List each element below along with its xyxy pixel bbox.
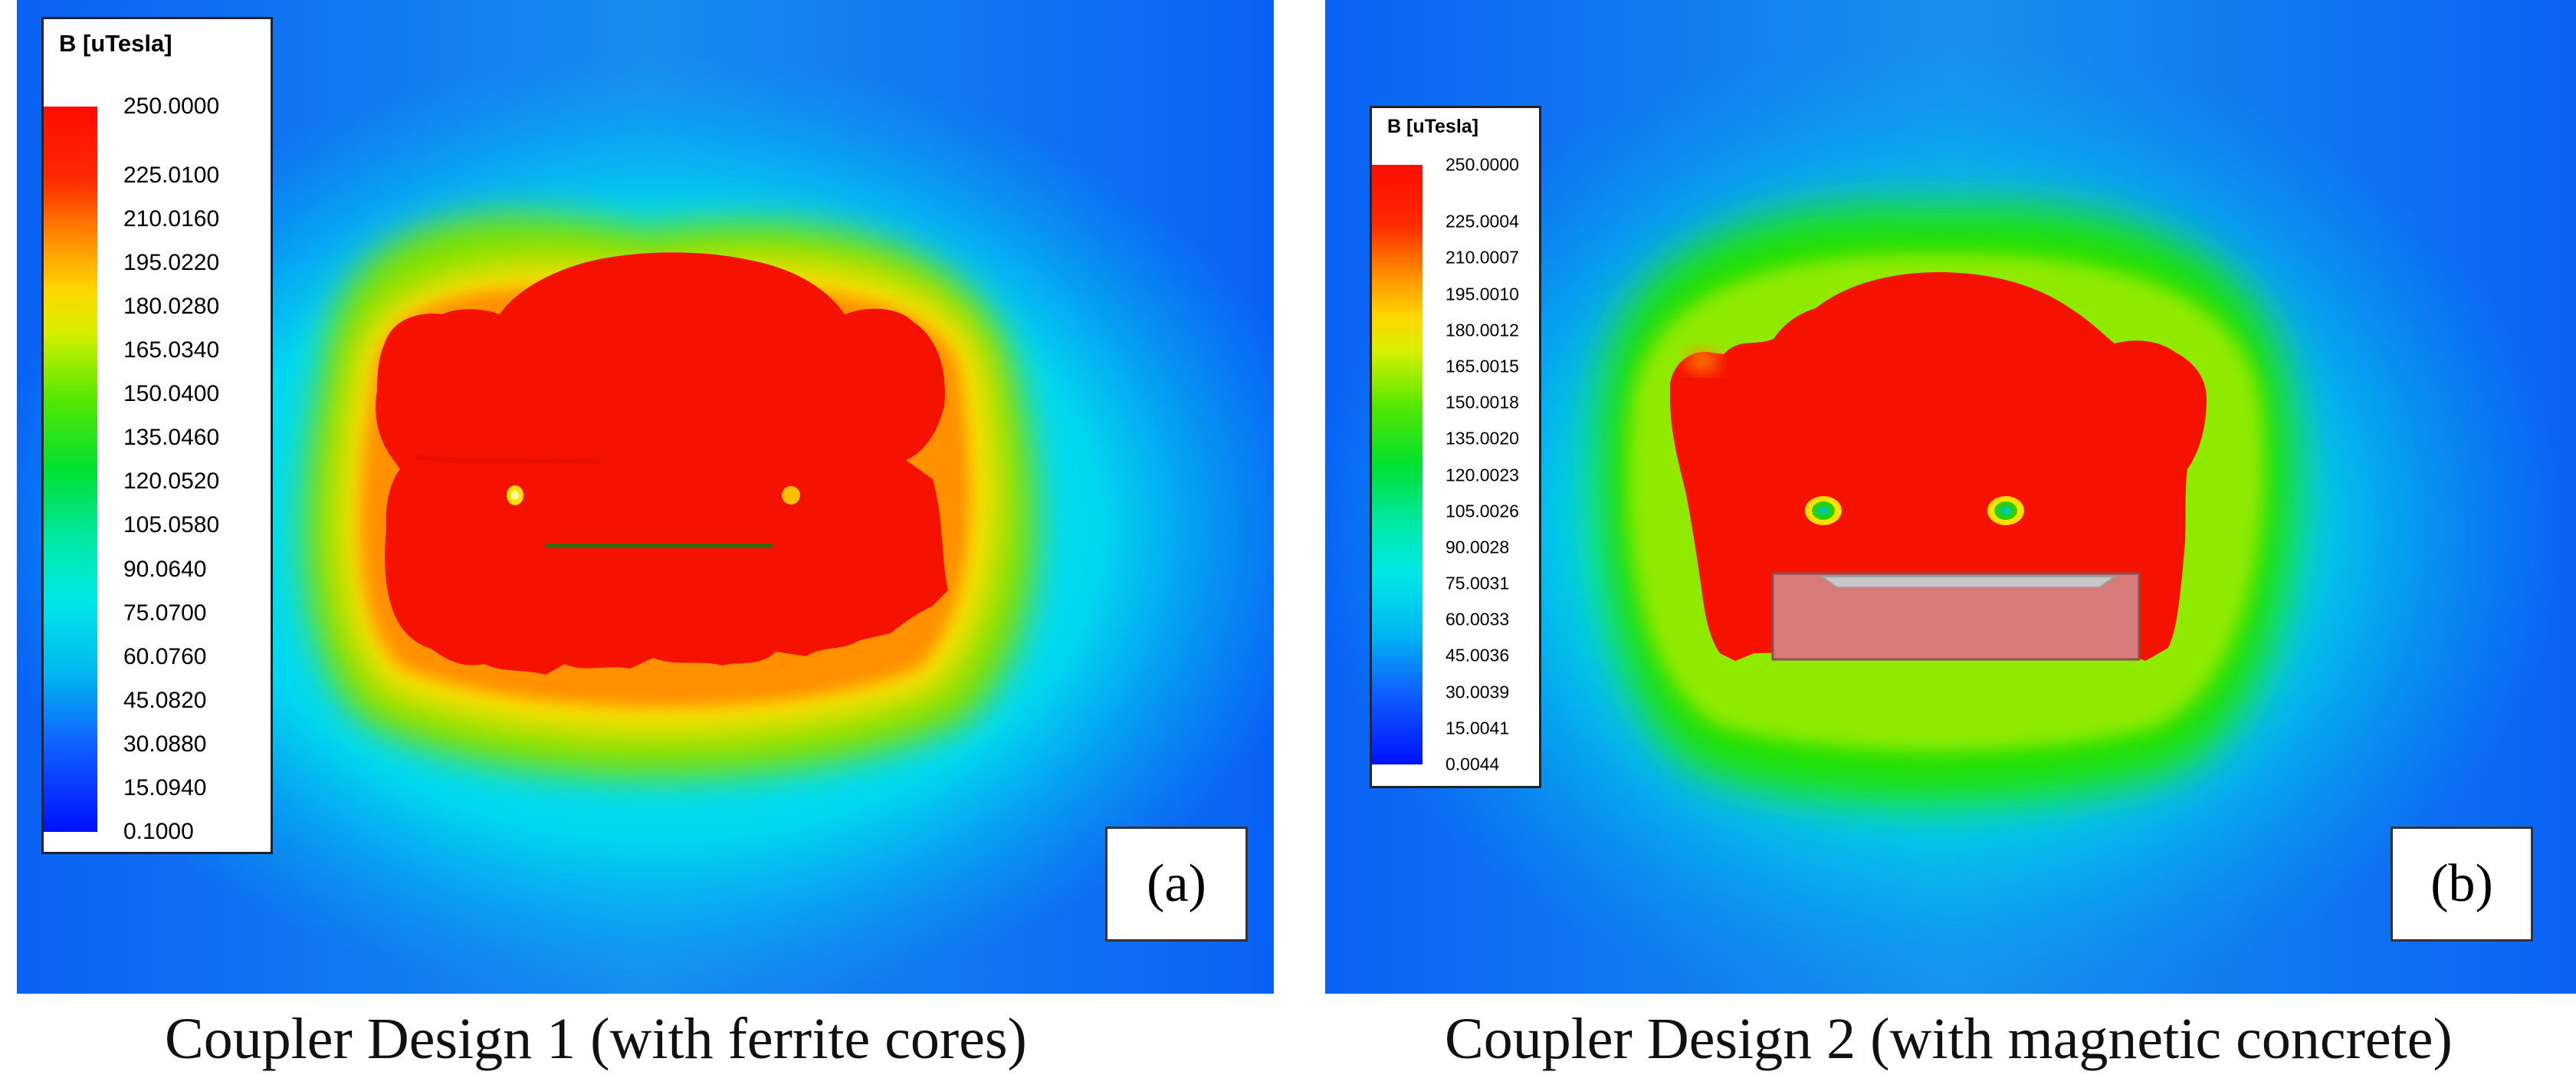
- legend-title: B [uTesla]: [1387, 116, 1478, 137]
- legend-tick-label: 195.0010: [1446, 284, 1519, 304]
- spot-left: [1805, 496, 1842, 525]
- spot-right: [1987, 496, 2024, 525]
- legend-tick-label: 15.0940: [123, 774, 207, 800]
- field-plot-design-1: B [uTesla] 250.: [17, 0, 1274, 994]
- colorbar-b: [1372, 165, 1423, 764]
- legend-tick-label: 225.0004: [1446, 211, 1519, 232]
- colorbar-a: [44, 107, 97, 832]
- legend-tick-label: 45.0036: [1446, 645, 1510, 666]
- legend-tick-label: 15.0041: [1446, 718, 1510, 738]
- tick-labels-a: 250.0000 225.0100 210.0160 195.0220 180.0280…: [123, 94, 269, 844]
- legend-tick-label: 90.0028: [1446, 537, 1510, 557]
- legend-tick-label: 210.0007: [1446, 247, 1519, 268]
- colorbar-legend-a: B [uTesla] 250.: [41, 17, 273, 854]
- colorbar-legend-b: B [uTesla] 250.: [1370, 106, 1541, 788]
- legend-tick-label: 150.0400: [123, 381, 220, 407]
- legend-tick-label: 75.0700: [123, 600, 207, 626]
- legend-tick-label: 135.0460: [123, 425, 220, 451]
- field-map-a: [17, 0, 1274, 994]
- legend-tick-label: 250.0000: [123, 94, 220, 119]
- legend-tick-label: 105.0580: [123, 512, 220, 538]
- spot-right: [782, 486, 800, 505]
- legend-tick-label: 225.0100: [123, 162, 220, 188]
- legend-tick-label: 195.0220: [123, 250, 220, 276]
- panel-label-b: (b): [2391, 827, 2533, 942]
- legend-tick-label: 30.0039: [1446, 682, 1510, 702]
- coil-plate: [1819, 576, 2118, 588]
- legend-tick-label: 120.0520: [123, 468, 220, 495]
- legend-tick-label: 150.0018: [1446, 392, 1519, 413]
- legend-tick-label: 165.0340: [123, 337, 220, 363]
- legend-tick-label: 250.0000: [1446, 154, 1519, 175]
- legend-tick-label: 30.0880: [123, 731, 207, 757]
- legend-tick-label: 0.0044: [1446, 754, 1500, 774]
- legend-tick-label: 45.0820: [123, 687, 207, 713]
- caption-design-2: Coupler Design 2 (with magnetic concrete…: [1445, 1007, 2453, 1071]
- legend-tick-label: 0.1000: [123, 819, 194, 844]
- field-plot-design-2: B [uTesla] 250.: [1325, 0, 2576, 994]
- caption-design-1: Coupler Design 1 (with ferrite cores): [165, 1007, 1027, 1071]
- high-field-region: [376, 252, 948, 675]
- legend-tick-label: 105.0026: [1446, 501, 1519, 521]
- panel-label-a: (a): [1105, 827, 1248, 942]
- legend-tick-label: 165.0015: [1446, 356, 1519, 376]
- tick-labels-b: 250.0000 225.0004 210.0007 195.0010 180.0012…: [1446, 155, 1541, 774]
- legend-tick-label: 90.0640: [123, 556, 207, 582]
- legend-tick-label: 180.0280: [123, 294, 220, 320]
- legend-tick-label: 120.0023: [1446, 465, 1519, 485]
- high-field-region: [1670, 272, 2207, 661]
- legend-tick-label: 60.0033: [1446, 609, 1510, 629]
- legend-tick-label: 180.0012: [1446, 320, 1519, 340]
- legend-tick-label: 75.0031: [1446, 573, 1510, 593]
- legend-tick-label: 210.0160: [123, 205, 220, 232]
- field-map-b: [1325, 0, 2576, 994]
- legend-tick-label: 135.0020: [1446, 428, 1519, 449]
- legend-title: B [uTesla]: [59, 30, 172, 57]
- legend-tick-label: 60.0760: [123, 643, 207, 669]
